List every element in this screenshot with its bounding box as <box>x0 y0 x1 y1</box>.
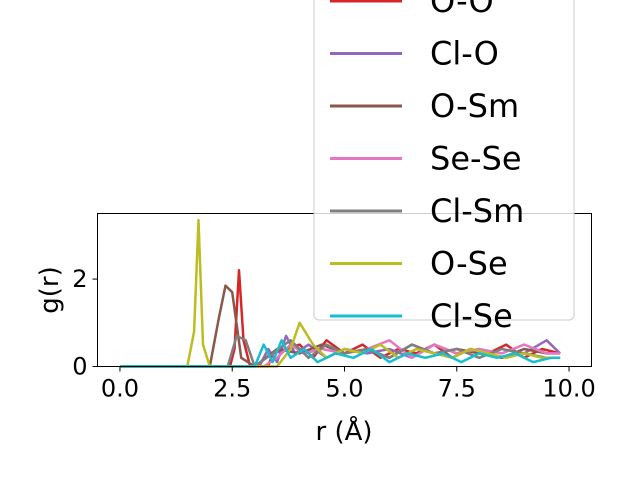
x-tick-label: 2.5 <box>213 375 251 403</box>
x-tick-label: 10.0 <box>542 375 595 403</box>
series-line-o-se <box>120 218 561 368</box>
legend-label: Cl-Se <box>430 297 513 335</box>
legend-frame <box>313 0 575 321</box>
legend-label: O-Sm <box>430 87 519 125</box>
series-line-cl-se <box>120 339 561 368</box>
x-axis-label: r (Å) <box>315 415 372 447</box>
legend-label: Cl-O <box>430 35 499 73</box>
legend-label: O-O <box>430 0 494 20</box>
legend: O-O Cl-O O-Sm Se-Se Cl-Sm O-Se Cl-Se <box>313 0 575 335</box>
y-tick-label: 2 <box>72 265 87 293</box>
y-axis: 02 <box>72 265 98 381</box>
x-tick-label: 5.0 <box>325 375 363 403</box>
x-tick-label: 7.5 <box>438 375 476 403</box>
y-tick-label: 0 <box>72 353 87 381</box>
plot-area <box>120 218 561 368</box>
legend-label: Se-Se <box>430 140 522 178</box>
x-axis: 0.0 2.5 5.0 7.5 10.0 <box>101 366 596 403</box>
legend-label: Cl-Sm <box>430 192 524 230</box>
y-axis-label: g(r) <box>35 266 65 313</box>
legend-label: O-Se <box>430 245 508 283</box>
x-tick-label: 0.0 <box>101 375 139 403</box>
